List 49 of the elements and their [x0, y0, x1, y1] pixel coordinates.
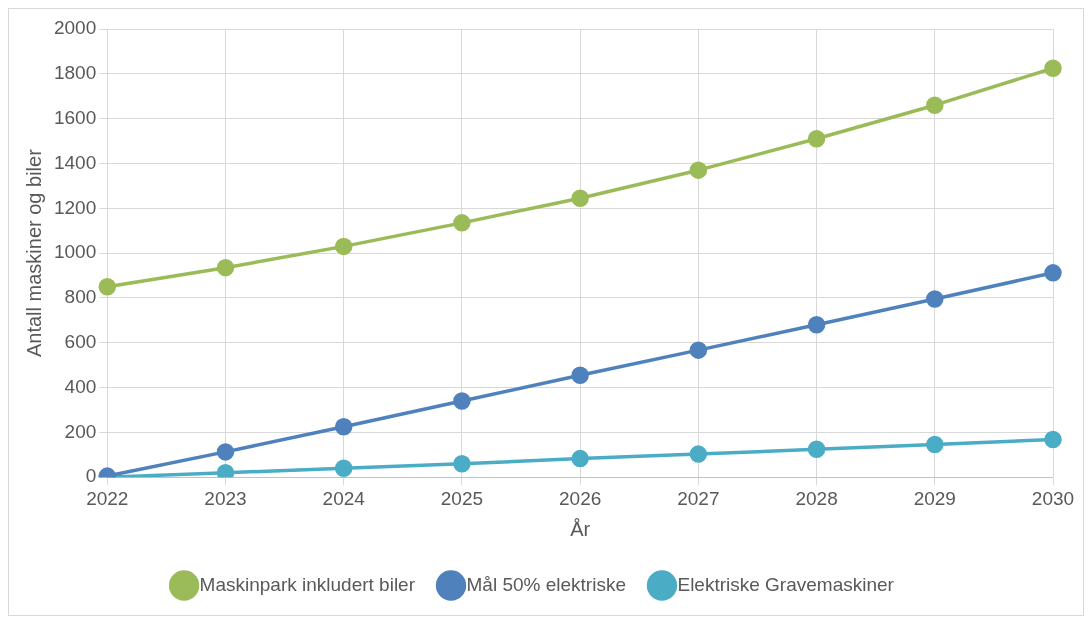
point [926, 290, 944, 308]
point [334, 418, 353, 436]
x-tick-label: 2024 [322, 487, 366, 509]
x-tick-label: 2023 [204, 487, 247, 509]
y-tick-label: 600 [64, 330, 97, 352]
point [216, 443, 235, 461]
point [571, 366, 589, 384]
point [1044, 264, 1062, 282]
point [571, 449, 589, 468]
point [1044, 59, 1062, 77]
y-tick-label: 400 [64, 375, 97, 397]
x-tick-label: 2030 [1031, 487, 1075, 509]
point [1044, 430, 1062, 449]
point [453, 455, 471, 473]
y-tick-label: 1000 [53, 241, 97, 263]
x-tick-label: 2029 [913, 487, 956, 509]
y-tick-label: 2000 [53, 17, 97, 39]
legend-label: Maskinpark inkludert biler [199, 573, 416, 595]
point [807, 316, 826, 334]
point [926, 435, 944, 454]
point [453, 214, 471, 232]
point [334, 237, 353, 256]
x-tick-label: 2027 [677, 487, 720, 509]
y-tick-label: 1600 [53, 106, 97, 128]
x-tick-label: 2025 [440, 487, 484, 509]
legend-label: Mål 50% elektriske [466, 573, 626, 595]
x-tick-label: 2022 [86, 487, 129, 509]
x-tick-label: 2026 [558, 487, 602, 509]
y-tick-label: 200 [64, 420, 97, 442]
point [689, 341, 708, 359]
y-tick-label: 1800 [53, 62, 97, 84]
point [571, 189, 589, 207]
legend-label: Elektriske Gravemaskiner [677, 573, 895, 595]
point [453, 392, 471, 410]
x-axis-title: År [570, 517, 591, 540]
y-tick-label: 1400 [53, 151, 97, 173]
x-tick-label: 2028 [795, 487, 838, 509]
y-tick-label: 800 [64, 286, 97, 308]
point [98, 277, 117, 296]
point [689, 445, 708, 463]
point [216, 258, 235, 277]
y-tick-label: 1200 [53, 196, 97, 218]
y-tick-label: 0 [85, 465, 97, 487]
point [926, 96, 944, 114]
point [807, 130, 826, 148]
point [807, 440, 826, 458]
y-axis-title: Antall maskiner og biler [22, 148, 45, 358]
point [689, 161, 708, 179]
point [334, 459, 353, 477]
